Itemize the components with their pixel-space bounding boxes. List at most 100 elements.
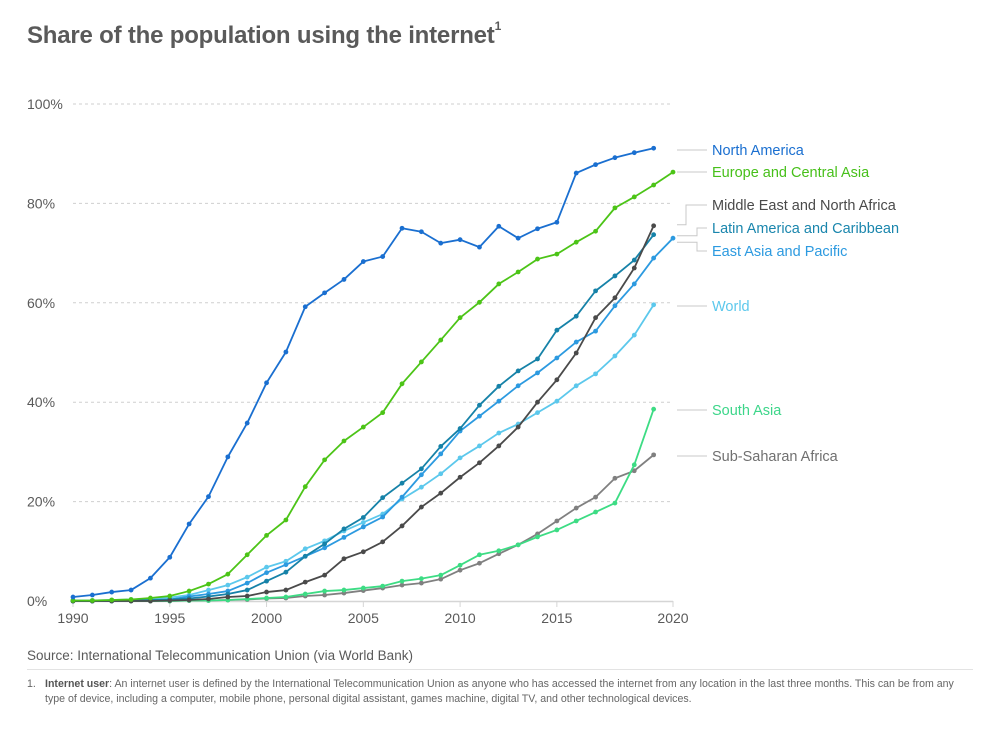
series-label[interactable]: North America [712,143,805,159]
series-label[interactable]: South Asia [712,403,782,419]
data-point[interactable] [612,303,618,309]
data-point[interactable] [283,587,289,593]
data-point[interactable] [360,585,366,591]
data-point[interactable] [418,466,424,472]
data-point[interactable] [283,594,289,600]
data-point[interactable] [399,523,405,529]
data-point[interactable] [457,567,463,573]
data-point[interactable] [496,443,502,449]
data-point[interactable] [573,339,579,345]
data-point[interactable] [206,494,211,500]
data-point[interactable] [380,495,386,501]
data-point[interactable] [496,430,502,436]
data-point[interactable] [283,569,289,575]
data-point[interactable] [477,244,482,250]
data-point[interactable] [496,281,502,287]
data-point[interactable] [631,257,637,263]
data-point[interactable] [457,315,463,321]
series-label[interactable]: East Asia and Pacific [712,244,847,260]
data-point[interactable] [457,562,463,568]
data-point[interactable] [651,182,657,188]
series-label[interactable]: World [712,299,750,315]
data-point[interactable] [573,518,579,524]
data-point[interactable] [631,462,637,468]
data-point[interactable] [477,299,482,305]
data-point[interactable] [244,587,250,593]
data-point[interactable] [515,368,521,374]
data-point[interactable] [593,509,598,515]
data-point[interactable] [302,304,308,310]
data-point[interactable] [264,589,269,595]
data-point[interactable] [438,471,444,477]
data-point[interactable] [89,592,95,598]
data-point[interactable] [225,571,231,577]
data-point[interactable] [593,371,598,377]
data-point[interactable] [496,548,502,554]
data-point[interactable] [322,572,328,578]
data-point[interactable] [418,576,424,582]
data-point[interactable] [360,520,366,525]
data-point[interactable] [593,288,598,294]
data-point[interactable] [612,500,618,506]
series-label[interactable]: Latin America and Caribbean [712,221,899,237]
data-point[interactable] [438,572,444,578]
data-point[interactable] [457,426,463,431]
data-point[interactable] [612,475,618,481]
data-point[interactable] [477,552,482,558]
data-point[interactable] [573,170,579,176]
data-point[interactable] [535,356,540,362]
data-point[interactable] [593,494,598,500]
data-point[interactable] [167,554,173,560]
data-point[interactable] [651,232,657,238]
data-point[interactable] [70,598,76,603]
data-point[interactable] [360,424,366,430]
data-point[interactable] [186,588,192,594]
data-point[interactable] [418,580,424,586]
data-point[interactable] [264,532,269,538]
data-point[interactable] [302,591,308,597]
data-point[interactable] [535,410,540,416]
data-point[interactable] [380,410,386,416]
data-point[interactable] [264,380,269,386]
data-point[interactable] [109,597,115,603]
data-point[interactable] [612,295,618,301]
data-point[interactable] [89,598,95,603]
data-point[interactable] [380,583,386,589]
data-point[interactable] [535,534,540,540]
data-point[interactable] [438,576,444,582]
data-point[interactable] [554,327,560,333]
data-point[interactable] [438,337,444,343]
data-point[interactable] [612,205,618,211]
data-point[interactable] [554,527,560,533]
data-point[interactable] [438,490,444,496]
data-point[interactable] [457,237,463,243]
data-point[interactable] [264,570,269,576]
data-point[interactable] [206,596,211,602]
data-point[interactable] [477,560,482,566]
data-point[interactable] [399,480,405,486]
data-point[interactable] [477,460,482,466]
data-point[interactable] [554,377,560,383]
data-point[interactable] [360,524,366,530]
data-point[interactable] [515,235,521,241]
data-point[interactable] [515,542,521,548]
data-point[interactable] [399,381,405,387]
data-point[interactable] [167,593,173,599]
data-point[interactable] [651,145,657,151]
data-point[interactable] [554,398,560,404]
data-point[interactable] [206,581,211,587]
data-point[interactable] [612,273,618,279]
data-point[interactable] [264,564,269,570]
data-point[interactable] [244,420,250,426]
data-point[interactable] [264,595,269,601]
data-point[interactable] [322,290,328,296]
data-point[interactable] [554,355,560,361]
data-point[interactable] [399,494,405,500]
data-point[interactable] [109,589,115,595]
data-point[interactable] [244,552,250,558]
data-point[interactable] [399,578,405,584]
data-point[interactable] [477,413,482,419]
data-point[interactable] [167,598,173,603]
data-point[interactable] [128,587,134,593]
data-point[interactable] [418,359,424,365]
